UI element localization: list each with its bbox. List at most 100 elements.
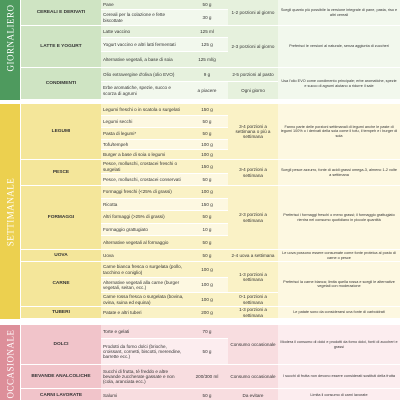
section-strip bbox=[0, 104, 20, 319]
section-label: SETTIMANALE bbox=[4, 177, 15, 246]
food: Ricotta bbox=[101, 199, 186, 211]
category: CARNI LAVORATE bbox=[21, 389, 101, 400]
food: Tofu/tempeh bbox=[101, 140, 186, 150]
portion: 200/300 ml bbox=[186, 365, 228, 389]
portion: 100 g bbox=[186, 278, 228, 293]
note: Preferisci i formaggi freschi o meno gra… bbox=[278, 186, 400, 250]
food: Formaggio grattugiato bbox=[101, 224, 186, 236]
category: LEGUMI bbox=[21, 104, 101, 160]
frequency: 2-5 porzioni al pasto bbox=[228, 68, 278, 82]
portion: 50 g bbox=[186, 116, 228, 128]
frequency: 1-3 porzioni a settimana bbox=[228, 262, 278, 293]
category: PESCE bbox=[21, 160, 101, 186]
portion: 50 g bbox=[186, 128, 228, 140]
food: Yogurt vaccino e altri latti fermentati bbox=[101, 38, 186, 52]
category: CONDIMENTI bbox=[21, 68, 101, 100]
portion: 125 g bbox=[186, 38, 228, 52]
food: Alternative vegetali alla carne (burger … bbox=[101, 278, 186, 293]
category: CARNE bbox=[21, 262, 101, 307]
category: UOVA bbox=[21, 250, 101, 262]
category: LATTE E YOGURT bbox=[21, 26, 101, 68]
portion: 100 g bbox=[186, 186, 228, 199]
food: Uova bbox=[101, 250, 186, 262]
food: Torte e gelati bbox=[101, 325, 186, 339]
food: Olio extravergine d'oliva (olio EVO) bbox=[101, 68, 186, 82]
food: Legumi freschi o in scatola o surgelati bbox=[101, 104, 186, 116]
portion: 125 ml/g bbox=[186, 52, 228, 68]
portion: 9 g bbox=[186, 68, 228, 82]
food: Latte vaccino bbox=[101, 26, 186, 38]
portion: 50 g bbox=[186, 174, 228, 186]
food: Erbe aromatiche, spezie, succo e scorza … bbox=[101, 82, 186, 100]
portion: 100 g bbox=[186, 293, 228, 307]
note: Scegli pesce azzurro, fonte di acidi gra… bbox=[278, 160, 400, 186]
portion: 125 ml bbox=[186, 26, 228, 38]
food: Alternative vegetali al formaggio bbox=[101, 236, 186, 250]
portion: 50 g bbox=[186, 236, 228, 250]
portion: 50 g bbox=[186, 250, 228, 262]
frequency: 2-3 porzioni al giorno bbox=[228, 26, 278, 68]
note: Le uova possono essere consumate come fo… bbox=[278, 250, 400, 262]
frequency: 2-3 porzioni a settimana bbox=[228, 186, 278, 250]
frequency: 2-4 uova a settimana bbox=[228, 250, 278, 262]
food: Alternative vegetali, a base di soia bbox=[101, 52, 186, 68]
portion: 10 g bbox=[186, 224, 228, 236]
note: I succhi di frutta non devono essere con… bbox=[278, 365, 400, 389]
portion: 100 g bbox=[186, 262, 228, 278]
frequency: Consumo occasionale bbox=[228, 365, 278, 389]
note: Scegli quanto più possibile la versione … bbox=[278, 0, 400, 26]
food: Pesce, molluschi, crostacei freschi o su… bbox=[101, 160, 186, 174]
food: Legumi secchi bbox=[101, 116, 186, 128]
frequency: 1-3 porzioni a settimana bbox=[228, 307, 278, 319]
food: Salumi bbox=[101, 389, 186, 400]
food: Burger a base di soia o legumi bbox=[101, 150, 186, 160]
note: Usa l'olio EVO come condimento principal… bbox=[278, 68, 400, 100]
section-label: GIORNALIERO bbox=[5, 4, 15, 71]
section-strip bbox=[0, 325, 20, 400]
section-strip bbox=[0, 0, 20, 100]
portion: 150 g bbox=[186, 199, 228, 211]
food: Cereali per la colazione e fette biscott… bbox=[101, 10, 186, 26]
frequency: Ogni giorno bbox=[228, 82, 278, 100]
portion: 50 g bbox=[186, 0, 228, 10]
food: Altri formaggi (>25% di grassi) bbox=[101, 211, 186, 224]
food: Pane bbox=[101, 0, 186, 10]
food: Carne bianca fresca o surgelata (pollo, … bbox=[101, 262, 186, 278]
frequency: Consumo occasionale bbox=[228, 325, 278, 365]
note: Modera il consumo di dolci e prodotti da… bbox=[278, 325, 400, 365]
note: Fanno parte delle porzioni settimanali d… bbox=[278, 104, 400, 160]
food: Pasta di legumi* bbox=[101, 128, 186, 140]
category: TUBERI bbox=[21, 307, 101, 319]
food: Patate e altri tuberi bbox=[101, 307, 186, 319]
portion: 100 g bbox=[186, 140, 228, 150]
portion: 150 g bbox=[186, 104, 228, 116]
category: DOLCI bbox=[21, 325, 101, 365]
food: Prodotti da forno dolci (brioche, croiss… bbox=[101, 339, 186, 365]
portion: 200 g bbox=[186, 307, 228, 319]
frequency: 1-2 porzioni al giorno bbox=[228, 0, 278, 26]
food: Succhi di frutta, tè freddo e altre beva… bbox=[101, 365, 186, 389]
section-label: OCCASIONALE bbox=[5, 329, 16, 399]
frequency: Da evitare bbox=[228, 389, 278, 400]
portion: 50 g bbox=[186, 339, 228, 365]
note: Le patate sono da considerarsi una fonte… bbox=[278, 307, 400, 319]
portion: 70 g bbox=[186, 325, 228, 339]
note: Preferisci le versioni al naturale, senz… bbox=[278, 26, 400, 68]
note: Preferisci la carne bianca; limita quell… bbox=[278, 262, 400, 307]
frequency: 3-4 porzioni a settimana o più a settima… bbox=[228, 104, 278, 160]
portion: 100 g bbox=[186, 150, 228, 160]
note: Limita il consumo di carni lavorate bbox=[278, 389, 400, 400]
category: BEVANDE ANALCOLICHE bbox=[21, 365, 101, 389]
frequency: 3-4 porzioni a settimana bbox=[228, 160, 278, 186]
portion: 150 g bbox=[186, 160, 228, 174]
food: Pesce, molluschi, crostacei conservati bbox=[101, 174, 186, 186]
category: CEREALI E DERIVATI bbox=[21, 0, 101, 26]
food: Carne rossa fresca o surgelata (bovina, … bbox=[101, 293, 186, 307]
portion: 50 g bbox=[186, 389, 228, 400]
frequency: 0-1 porzioni a settimana bbox=[228, 293, 278, 307]
portion: 50 g bbox=[186, 211, 228, 224]
portion: a piacere bbox=[186, 82, 228, 100]
category: FORMAGGI bbox=[21, 186, 101, 250]
food: Formaggi freschi (<25% di grassi) bbox=[101, 186, 186, 199]
